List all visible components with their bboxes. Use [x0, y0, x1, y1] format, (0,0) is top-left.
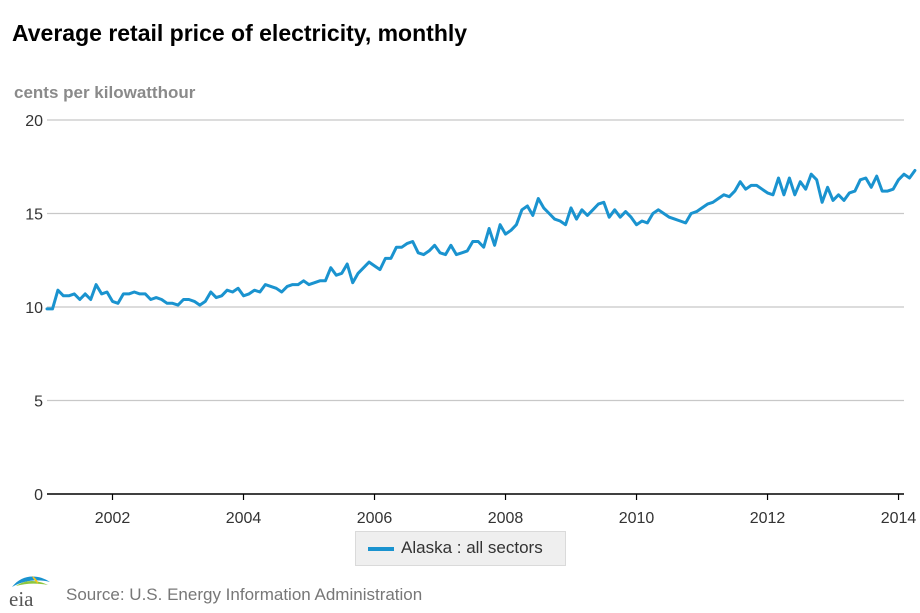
x-axis-ticks: 2002 2004 2006 2008 2010 2012 2014 [95, 494, 917, 527]
legend-label: Alaska : all sectors [401, 538, 543, 557]
legend[interactable]: Alaska : all sectors [355, 531, 566, 566]
x-tick-label: 2008 [488, 510, 524, 527]
series-layer [45, 169, 917, 311]
line-chart: 0 5 10 15 20 2002 2004 2006 2008 2010 2012 2014 [25, 113, 917, 527]
y-tick-label: 10 [25, 300, 43, 317]
logo-text: eia [9, 587, 34, 610]
y-tick-label: 15 [25, 207, 43, 224]
logo-swoosh-green [16, 581, 48, 586]
logo-swoosh-yellow [32, 576, 38, 584]
y-tick-label: 5 [34, 394, 43, 411]
x-tick-label: 2004 [226, 510, 262, 527]
eia-logo: eia [9, 576, 50, 610]
y-axis-units-label: cents per kilowatthour [14, 83, 196, 102]
x-tick-label: 2002 [95, 510, 131, 527]
x-tick-label: 2014 [881, 510, 917, 527]
x-tick-label: 2012 [750, 510, 786, 527]
y-tick-label: 20 [25, 113, 43, 130]
logo-swoosh-blue [12, 576, 50, 587]
legend-swatch [368, 547, 394, 551]
series-line-0 [45, 169, 917, 311]
x-tick-label: 2010 [619, 510, 655, 527]
gridlines [47, 119, 904, 402]
footer: eia Source: U.S. Energy Information Admi… [0, 568, 920, 613]
x-tick-label: 2006 [357, 510, 393, 527]
source-note: Source: U.S. Energy Information Administ… [66, 585, 423, 604]
y-axis-ticks: 0 5 10 15 20 [25, 113, 43, 504]
chart-title: Average retail price of electricity, mon… [12, 20, 468, 46]
y-tick-label: 0 [34, 487, 43, 504]
